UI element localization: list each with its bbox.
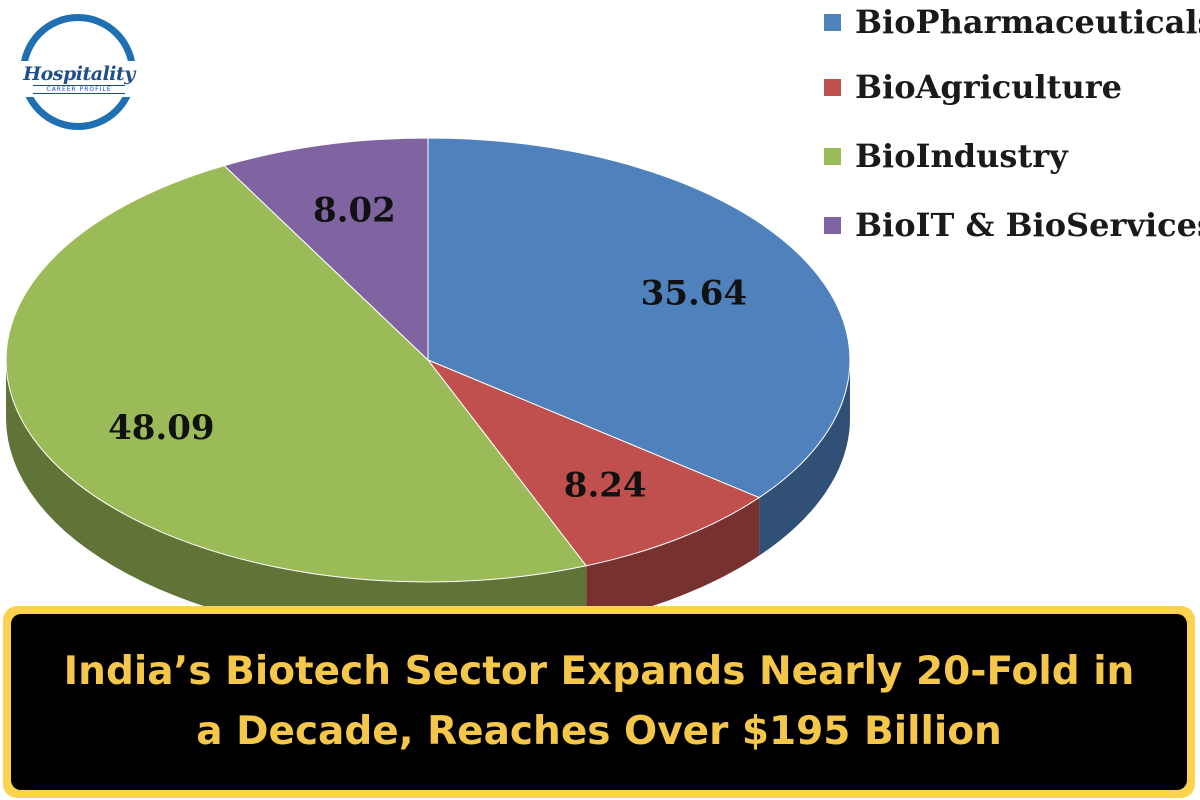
legend-item-biopharmaceuticals: BioPharmaceuticals xyxy=(824,2,1200,42)
legend-label-bioindustry: BioIndustry xyxy=(855,137,1068,175)
headline-banner-inner: India’s Biotech Sector Expands Nearly 20… xyxy=(11,614,1187,790)
data-label-biopharmaceuticals: 35.64 xyxy=(641,273,747,313)
data-label-bioit-bioservices: 8.02 xyxy=(313,191,396,231)
legend-label-bioagriculture: BioAgriculture xyxy=(855,68,1122,106)
headline-banner: India’s Biotech Sector Expands Nearly 20… xyxy=(3,606,1195,798)
pie-side-biopharmaceuticals xyxy=(759,360,850,556)
data-label-bioindustry: 48.09 xyxy=(108,408,214,448)
pie-top xyxy=(5,137,851,583)
pie-slice-biopharmaceuticals xyxy=(427,137,851,499)
legend-swatch-bioindustry xyxy=(824,147,841,165)
legend-swatch-bioit-bioservices xyxy=(824,216,841,234)
logo-band xyxy=(19,61,137,97)
legend-item-bioit-bioservices: BioIT & BioServices xyxy=(824,205,1200,245)
pie-labels: 35.64 8.24 48.09 8.02 xyxy=(108,191,747,506)
pie-side-bioagriculture xyxy=(586,497,760,624)
legend-swatch-bioagriculture xyxy=(824,78,841,96)
logo-wordmark: Hospitality xyxy=(23,63,135,85)
data-label-bioagriculture: 8.24 xyxy=(564,465,647,505)
legend-swatch-biopharmaceuticals xyxy=(824,13,841,31)
legend-label-biopharmaceuticals: BioPharmaceuticals xyxy=(855,3,1200,41)
pie-side-bioindustry xyxy=(6,360,587,640)
headline-text: India’s Biotech Sector Expands Nearly 20… xyxy=(63,649,1135,754)
hospitality-career-profile-logo: Hospitality CAREER PROFILE xyxy=(19,14,137,130)
legend-item-bioindustry: BioIndustry xyxy=(824,136,1068,176)
pie-slice-bioagriculture xyxy=(426,358,761,567)
legend-item-bioagriculture: BioAgriculture xyxy=(824,67,1122,107)
pie-slice-bioit-bioservices xyxy=(223,137,429,362)
logo-tagline: CAREER PROFILE xyxy=(33,85,125,94)
pie-slice-bioindustry xyxy=(5,165,588,583)
pie-side-walls xyxy=(6,360,850,640)
legend-label-bioit-bioservices: BioIT & BioServices xyxy=(855,206,1200,244)
